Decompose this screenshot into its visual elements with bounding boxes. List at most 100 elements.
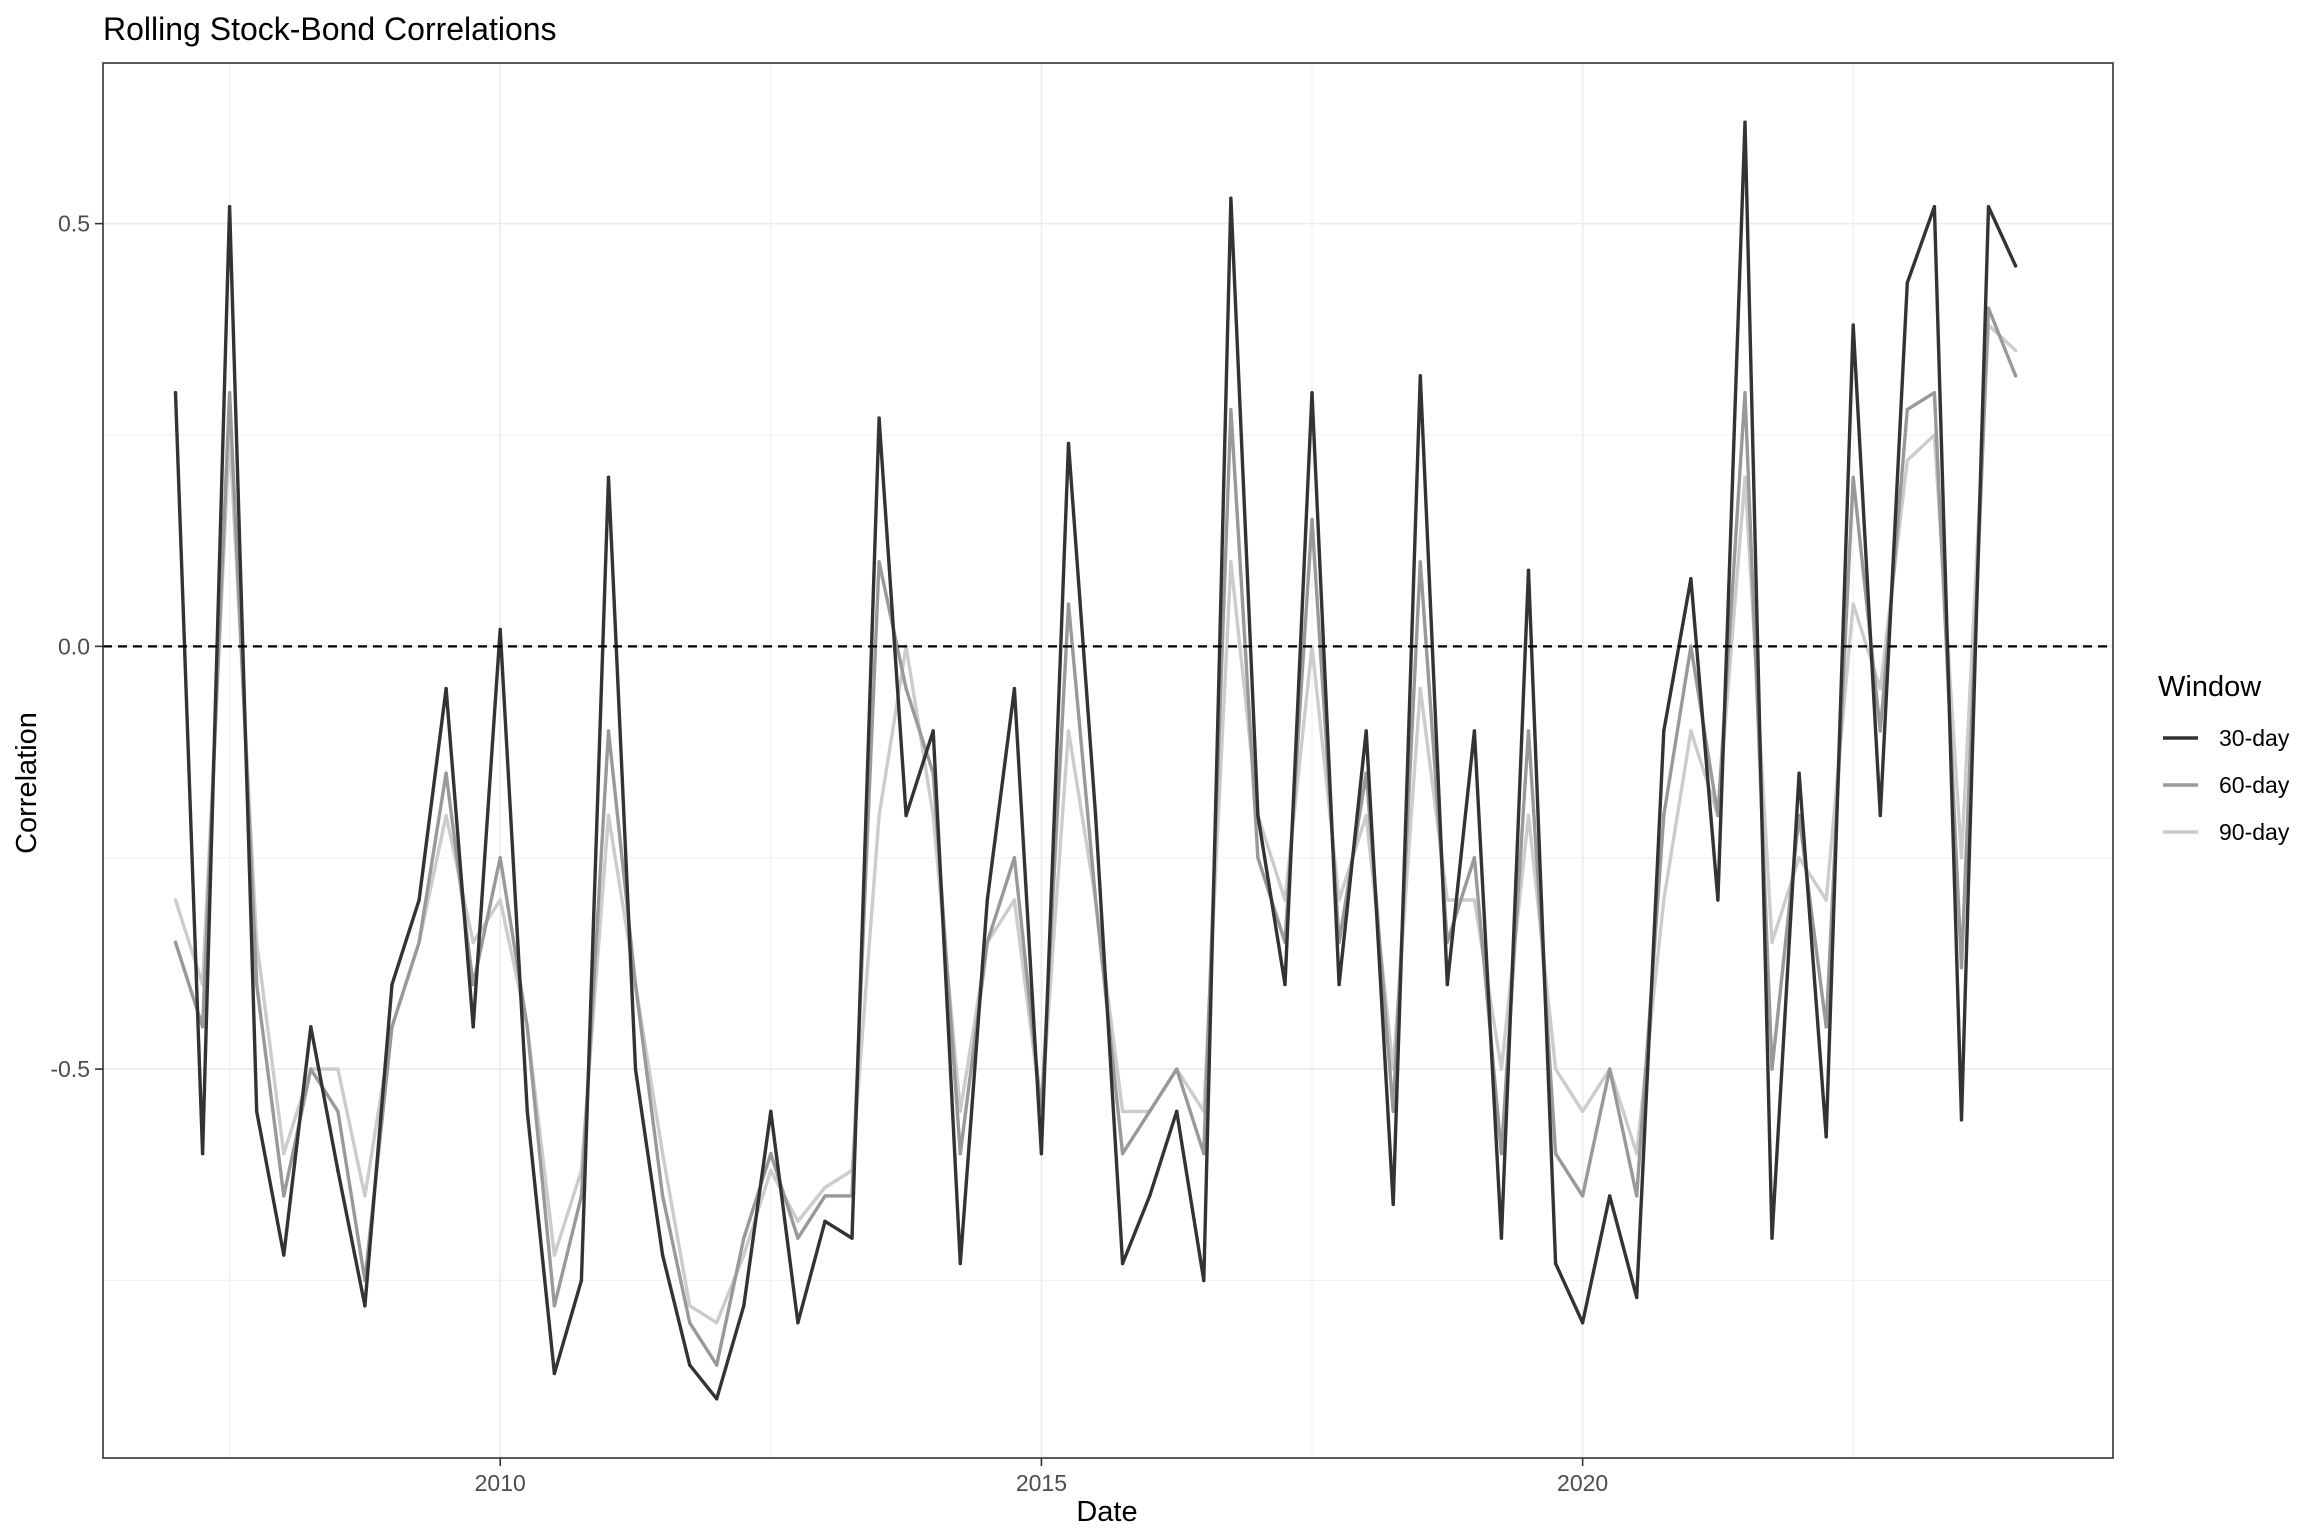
data-point-30-day [1526,568,1531,572]
data-point-90-day [715,1321,719,1325]
data-point-90-day [1418,686,1422,691]
data-point-30-day [1202,1278,1206,1283]
plot-border [102,62,2114,1459]
data-point-90-day [1770,940,1774,944]
data-point-90-day [1878,686,1882,691]
data-point-90-day [1526,813,1531,818]
data-point-90-day [1012,898,1017,902]
legend-label-60-day: 60-day [2219,772,2290,798]
data-point-60-day [444,771,448,775]
data-point-30-day [1932,205,1937,209]
data-point-60-day [1147,1109,1152,1114]
data-point-30-day [417,898,421,902]
data-point-30-day [254,1109,259,1114]
data-point-60-day [471,982,475,987]
data-point-30-day [1472,729,1477,733]
data-point-30-day [742,1304,746,1308]
data-point-30-day [687,1363,692,1367]
data-point-60-day [1472,856,1477,860]
data-point-60-day [227,391,232,395]
data-point-60-day [1526,729,1531,733]
data-point-90-day [1499,1067,1504,1071]
data-point-90-day [471,940,475,944]
data-point-60-day [390,1025,394,1029]
data-point-90-day [769,1168,773,1173]
data-point-30-day [1905,281,1910,285]
data-point-30-day [1986,205,1991,209]
data-point-60-day [579,1194,584,1198]
data-point-30-day [200,1151,205,1156]
data-point-30-day [1066,441,1071,446]
data-point-90-day [1580,1109,1585,1114]
data-point-30-day [1580,1321,1585,1325]
data-point-90-day [1364,813,1368,818]
data-point-30-day [633,1067,638,1071]
data-point-60-day [1824,1025,1828,1029]
data-point-60-day [1418,560,1422,564]
data-point-60-day [200,1025,205,1029]
data-point-30-day [823,1219,827,1223]
data-point-60-day [1256,856,1260,860]
data-point-30-day [877,416,881,420]
data-point-30-day [227,205,232,209]
data-point-90-day [363,1194,367,1198]
data-point-60-day [769,1151,773,1156]
data-point-30-day [1147,1194,1152,1198]
data-point-30-day [1607,1194,1612,1198]
data-point-30-day [850,1236,854,1240]
data-point-90-day [1229,560,1233,564]
data-point-90-day [606,813,611,818]
major-grid [103,63,2113,1458]
plot-panel [103,63,2113,1458]
data-point-90-day [282,1151,286,1156]
data-point-30-day [525,1109,529,1114]
data-point-60-day [1175,1067,1179,1071]
data-point-30-day [336,1168,340,1173]
data-point-30-day [363,1304,367,1308]
data-point-90-day [1445,898,1450,902]
legend-title: Window [2158,671,2262,703]
y-tick-label: 0.0 [58,633,90,659]
data-point-60-day [1878,729,1882,733]
data-point-60-day [1635,1194,1639,1198]
data-point-60-day [1851,475,1855,479]
data-point-60-day [877,560,881,564]
chart-title: Rolling Stock-Bond Correlations [103,11,557,47]
data-point-30-day [1175,1109,1179,1114]
data-point-30-day [1039,1151,1044,1156]
data-point-30-day [1499,1236,1504,1240]
data-point-60-day [904,686,908,691]
data-point-90-day [552,1253,557,1257]
data-point-60-day [254,982,259,987]
data-point-60-day [823,1194,827,1198]
data-point-60-day [742,1236,746,1240]
data-point-60-day [336,1109,340,1114]
data-point-60-day [417,940,421,944]
data-point-60-day [1607,1067,1612,1071]
data-point-90-day [660,1151,665,1156]
data-point-30-day [173,391,178,395]
y-axis-title: Correlation [11,712,43,854]
data-point-30-day [1229,196,1233,200]
data-point-60-day [1012,856,1017,860]
data-point-60-day [715,1363,719,1367]
x-axis-title: Date [1076,1496,1137,1528]
data-point-90-day [1959,856,1964,860]
data-point-30-day [579,1278,584,1283]
data-point-90-day [1120,1109,1125,1114]
data-point-30-day [1120,1261,1125,1266]
data-point-60-day [1770,1067,1774,1071]
y-axis: -0.5 0.0 0.5 [50,211,103,1082]
y-tick-label: -0.5 [50,1056,90,1082]
data-point-60-day [985,940,990,944]
data-point-60-day [498,856,502,860]
data-point-60-day [1553,1151,1558,1156]
data-point-30-day [1553,1261,1558,1266]
legend-label-90-day: 90-day [2219,819,2290,845]
data-point-60-day [660,1194,665,1198]
data-point-30-day [390,982,394,987]
data-point-30-day [715,1397,719,1401]
data-point-30-day [1635,1295,1639,1300]
data-point-30-day [1337,982,1341,987]
